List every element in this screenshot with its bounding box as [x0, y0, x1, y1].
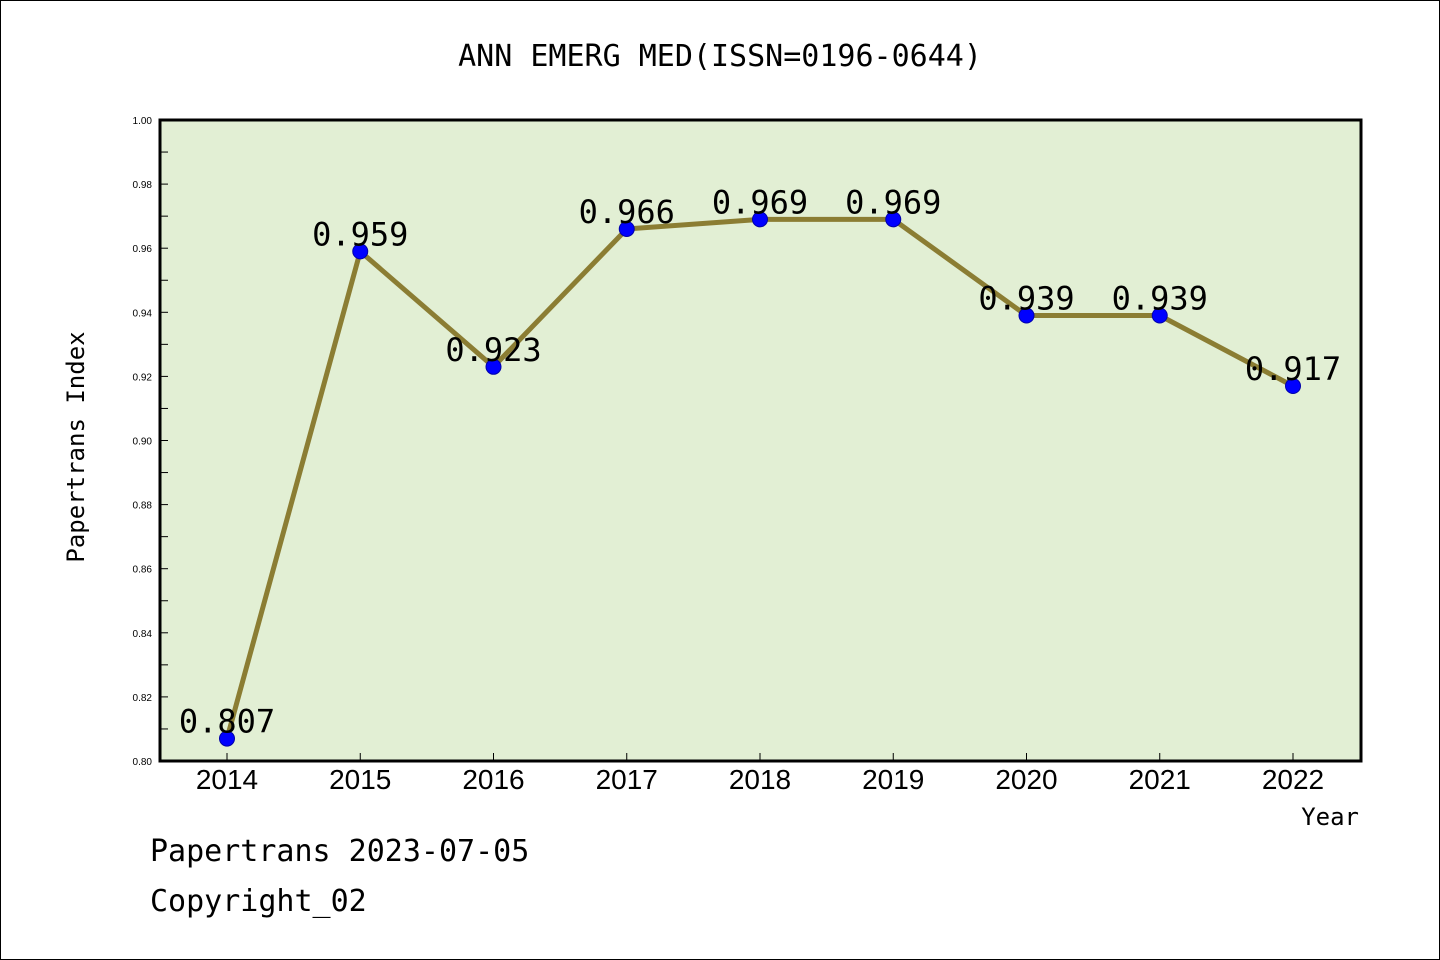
chart-title: ANN EMERG MED(ISSN=0196-0644): [458, 39, 982, 74]
y-tick-label: 0.92: [133, 372, 153, 383]
data-label: 0.966: [579, 193, 675, 231]
data-label: 0.939: [978, 280, 1074, 318]
data-point: [618, 220, 635, 237]
x-tick-label: 2021: [1129, 764, 1191, 795]
y-tick-label: 0.98: [133, 180, 153, 191]
data-point: [219, 730, 235, 747]
data-label: 0.917: [1245, 350, 1341, 388]
data-point: [1151, 307, 1168, 324]
data-point: [1018, 307, 1035, 324]
footer-copyright: Copyright_02: [150, 884, 367, 919]
y-tick-label: 0.86: [133, 565, 153, 576]
y-axis-label: Papertrans Index: [62, 331, 90, 562]
x-tick-label: 2016: [462, 764, 524, 795]
y-tick-label: 0.82: [133, 693, 153, 704]
data-label: 0.939: [1112, 280, 1208, 318]
footer-source: Papertrans 2023-07-05: [150, 834, 530, 869]
data-label: 0.923: [445, 331, 541, 369]
data-point: [885, 211, 902, 228]
x-axis-label: Year: [1301, 803, 1359, 831]
data-point: [752, 211, 768, 228]
y-tick-label: 0.90: [133, 437, 153, 448]
y-tick-label: 0.84: [133, 629, 153, 640]
data-point: [1285, 378, 1301, 395]
y-tick-label: 0.94: [133, 308, 153, 319]
data-label: 0.959: [312, 215, 408, 253]
x-tick-label: 2015: [329, 764, 391, 795]
y-axis: 0.80 0.82 0.84 0.86 0.88 0.90 0.92 0.94 0.96 0.98…: [133, 116, 168, 768]
y-tick-label: 0.88: [133, 501, 153, 512]
x-axis: 2014 2015 2016 2017 2018 2019 2020 2021 2022: [196, 753, 1324, 795]
x-tick-label: 2022: [1262, 764, 1324, 795]
x-tick-label: 2019: [862, 764, 924, 795]
data-markers: [219, 211, 1301, 747]
y-tick-label: 0.96: [133, 244, 153, 255]
x-tick-label: 2017: [596, 764, 658, 795]
y-tick-label: 1.00: [133, 116, 153, 127]
x-tick-label: 2020: [995, 764, 1057, 795]
data-labels: 0.807 0.959 0.923 0.966 0.969 0.969 0.939 0.939…: [179, 183, 1341, 740]
data-label: 0.969: [712, 183, 808, 221]
x-tick-label: 2014: [196, 764, 258, 795]
data-label: 0.807: [179, 703, 275, 741]
x-tick-label: 2018: [729, 764, 791, 795]
data-point: [352, 243, 369, 260]
y-tick-label: 0.80: [133, 757, 153, 768]
data-label: 0.969: [845, 183, 941, 221]
data-point: [485, 358, 502, 375]
